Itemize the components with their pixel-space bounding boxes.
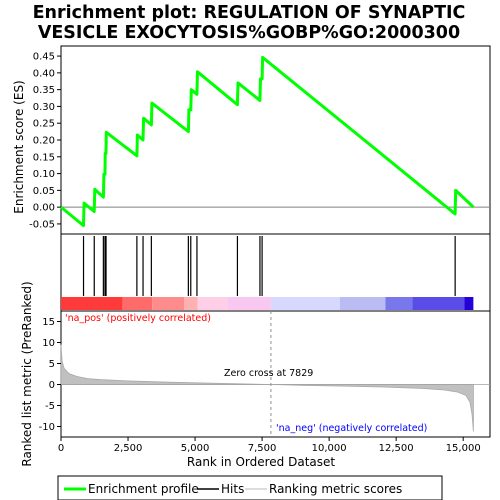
es-ytick-label: 0.30: [33, 102, 55, 113]
hits-panel: [60, 233, 491, 312]
heat-bar-segment: [385, 297, 413, 310]
es-ytick-label: 0.25: [33, 119, 55, 130]
heat-bar-segment: [152, 297, 185, 310]
heat-bar-segment: [227, 297, 271, 310]
es-ytick-label: 0.40: [33, 68, 55, 79]
heat-bar-segment: [339, 297, 386, 310]
es-ytick-label: 0.15: [33, 152, 55, 163]
pos-correlated-label: 'na_pos' (positively correlated): [65, 313, 211, 324]
legend-box: [57, 475, 443, 500]
legend-label: Hits: [221, 482, 244, 496]
chart-title-line1: Enrichment plot: REGULATION OF SYNAPTIC: [33, 3, 466, 23]
metric-ytick-label: 5: [49, 359, 55, 370]
metric-plot-frame: [60, 310, 491, 438]
heat-bar-segment: [197, 297, 228, 310]
chart-title-line2: VESICLE EXOCYTOSIS%GOBP%GO:2000300: [38, 23, 460, 43]
x-axis: 0 2,500 5,000 7,500 10,000 12,500 15,000: [58, 437, 481, 454]
es-ytick-label: 0.35: [33, 85, 55, 96]
x-tick-label: 5,000: [181, 443, 210, 454]
x-axis-label: Rank in Ordered Dataset: [187, 455, 335, 469]
es-ytick-label: 0.00: [33, 203, 55, 214]
es-panel: -0.05 0.00 0.05 0.10 0.15 0.20 0.25 0.30 0.35 0.4…: [29, 45, 491, 235]
enrichment-profile-line: [60, 55, 475, 228]
es-ylabel: Enrichment score (ES): [12, 80, 26, 213]
metric-ytick-label: 15: [42, 317, 55, 328]
es-ytick-label: 0.10: [33, 169, 55, 180]
metric-ylabel: Ranked list metric (PreRanked): [20, 281, 34, 466]
x-tick-label: 12,500: [379, 443, 414, 454]
heat-bar-segment: [412, 297, 465, 310]
legend: Enrichment profile Hits Ranking metric sco…: [57, 475, 443, 500]
metric-ytick-label: -5: [45, 401, 55, 412]
neg-correlated-label: 'na_neg' (negatively correlated): [276, 423, 427, 434]
metric-ytick-label: 0: [49, 380, 55, 391]
x-tick-label: 15,000: [446, 443, 481, 454]
legend-label: Enrichment profile: [88, 482, 199, 496]
x-tick-label: 7,500: [248, 443, 277, 454]
es-ytick-label: 0.05: [33, 186, 55, 197]
metric-panel: -10 -5 0 5 10 15: [39, 310, 491, 438]
es-ytick-label: 0.20: [33, 136, 55, 147]
x-tick-label: 10,000: [312, 443, 347, 454]
es-ytick-label: 0.45: [33, 52, 55, 63]
es-plot-frame: [60, 45, 491, 235]
legend-label: Ranking metric scores: [269, 482, 402, 496]
x-tick-label: 0: [58, 443, 64, 454]
metric-ytick-label: 10: [42, 338, 55, 349]
heat-bar-segment: [122, 297, 153, 310]
es-ytick-label: -0.05: [29, 219, 55, 230]
heat-bar-segment: [184, 297, 198, 310]
metric-ytick-label: -10: [39, 422, 55, 433]
zero-cross-label: Zero cross at 7829: [224, 368, 313, 379]
heat-bar-segment: [61, 297, 123, 310]
heat-bar-segment: [270, 297, 340, 310]
heat-bar-segment: [464, 297, 474, 310]
x-tick-label: 2,500: [114, 443, 143, 454]
